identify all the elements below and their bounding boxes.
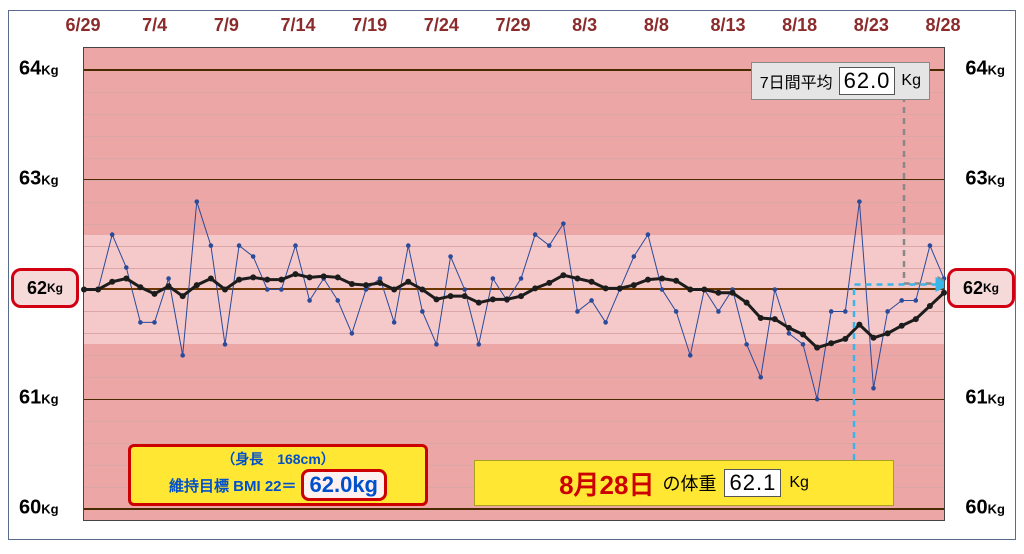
x-tick-label: 8/18 xyxy=(782,15,817,36)
x-tick-label: 7/24 xyxy=(424,15,459,36)
plot-area: 7日間平均 62.0 Kg （身長 168cm） 維持目標 BMI 22＝ 62… xyxy=(83,47,945,521)
bmi-target-box: （身長 168cm） 維持目標 BMI 22＝ 62.0kg xyxy=(128,444,428,506)
target-callout-unit: Kg xyxy=(983,281,999,295)
target-callout-unit: Kg xyxy=(47,281,63,295)
y-tick-label: 64Kg xyxy=(19,57,59,80)
y-tick-label: 60Kg xyxy=(19,497,59,520)
target-callout-left: 62Kg xyxy=(11,268,79,308)
y-tick-label: 61Kg xyxy=(19,387,59,410)
target-callout-right: 62Kg xyxy=(947,268,1015,308)
x-tick-label: 8/13 xyxy=(710,15,745,36)
x-tick-label: 7/29 xyxy=(495,15,530,36)
y-tick-label: 61Kg xyxy=(965,387,1005,410)
x-tick-label: 8/8 xyxy=(644,15,669,36)
bmi-label: 維持目標 BMI 22＝ xyxy=(169,475,297,496)
current-label: の体重 xyxy=(662,470,716,496)
target-callout-value: 62 xyxy=(27,278,47,299)
avg-unit: Kg xyxy=(901,72,921,90)
current-weight-value: 62.1 xyxy=(724,469,781,497)
x-tick-label: 6/29 xyxy=(65,15,100,36)
current-weight-box: 8月28日 の体重 62.1 Kg xyxy=(474,460,894,506)
x-axis-dates: 6/29 7/4 7/9 7/14 7/19 7/24 7/29 8/3 8/8 8/13 8/18… xyxy=(9,15,1015,43)
y-tick-label: 63Kg xyxy=(965,167,1005,190)
current-date: 8月28日 xyxy=(559,465,654,502)
x-tick-label: 8/28 xyxy=(925,15,960,36)
avg-value-display: 62.0 xyxy=(839,67,896,95)
x-tick-label: 7/14 xyxy=(280,15,315,36)
seven-day-avg-box: 7日間平均 62.0 Kg xyxy=(751,62,930,100)
y-tick-label: 63Kg xyxy=(19,167,59,190)
x-tick-label: 8/23 xyxy=(854,15,889,36)
y-tick-label: 60Kg xyxy=(965,497,1005,520)
chart-container: 6/29 7/4 7/9 7/14 7/19 7/24 7/29 8/3 8/8 8/13 8/18… xyxy=(0,0,1024,554)
x-tick-label: 7/9 xyxy=(214,15,239,36)
y-tick-label: 64Kg xyxy=(965,57,1005,80)
x-tick-label: 8/3 xyxy=(572,15,597,36)
avg-label: 7日間平均 xyxy=(760,69,833,93)
x-tick-label: 7/4 xyxy=(142,15,167,36)
current-weight-unit: Kg xyxy=(789,474,809,492)
target-callout-value: 62 xyxy=(963,278,983,299)
chart-frame: 6/29 7/4 7/9 7/14 7/19 7/24 7/29 8/3 8/8 8/13 8/18… xyxy=(8,10,1016,540)
x-tick-label: 7/19 xyxy=(352,15,387,36)
bmi-height-label: （身長 168cm） xyxy=(221,449,335,469)
bmi-target-value: 62.0kg xyxy=(301,469,388,501)
